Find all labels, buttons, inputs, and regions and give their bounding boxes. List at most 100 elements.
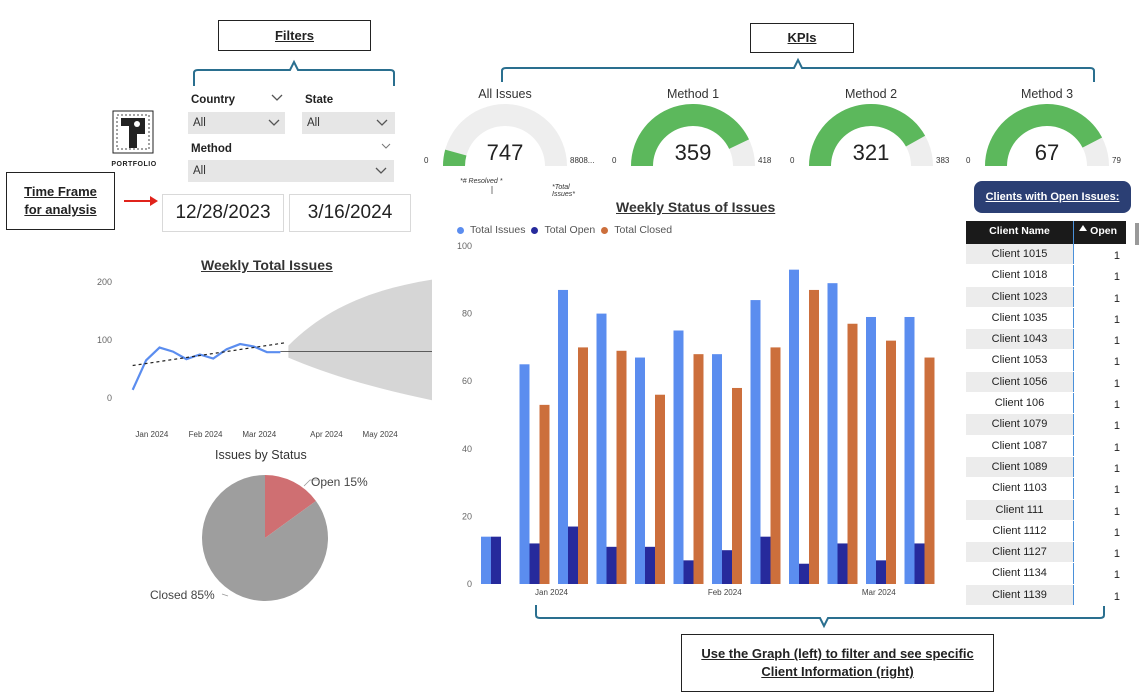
bar-total-issues — [519, 364, 530, 584]
kpi-value: 359 — [674, 140, 712, 165]
client-name-cell: Client 1018 — [966, 265, 1073, 286]
open-count-cell: 1 — [1073, 393, 1123, 414]
client-table: Client Name Open Client 1015 1 Client 1018… — [966, 221, 1126, 611]
portfolio-logo: PORTFOLIO — [108, 110, 160, 168]
x-tick-label: Mar 2024 — [242, 430, 276, 439]
table-row[interactable]: Client 106 1 — [966, 393, 1126, 415]
kpi-title: Method 3 — [1020, 87, 1074, 101]
issues-by-status-pie[interactable]: Open 15% Closed 85% — [140, 466, 400, 606]
y-tick-label: 100 — [97, 335, 112, 345]
table-row[interactable]: Client 1023 1 — [966, 286, 1126, 308]
chevron-down-icon — [268, 119, 280, 126]
client-name-cell: Client 1079 — [966, 414, 1073, 435]
method-filter-label: Method — [191, 143, 232, 155]
kpi-min: 0 — [966, 156, 971, 165]
kpi-min: 0 — [612, 156, 617, 165]
table-row[interactable]: Client 111 1 — [966, 499, 1126, 521]
col-client-name[interactable]: Client Name — [989, 225, 1050, 237]
table-row[interactable]: Client 1056 1 — [966, 371, 1126, 394]
bar-total-issues — [789, 269, 799, 584]
start-date-field[interactable]: 12/28/2023 — [162, 194, 284, 232]
open-count-cell: 1 — [1073, 371, 1123, 393]
bar-total-closed — [578, 347, 588, 584]
kpi-gauge-3[interactable]: Method 2 321 0 383 — [790, 86, 950, 196]
y-tick-label: 60 — [462, 376, 472, 386]
table-row[interactable]: Client 1127 1 — [966, 542, 1126, 564]
col-open-header[interactable]: Open — [1073, 221, 1123, 244]
chevron-down-icon[interactable] — [381, 143, 391, 151]
table-row[interactable]: Client 1139 1 — [966, 584, 1126, 607]
kpi-gauge-arc — [631, 104, 755, 166]
table-row[interactable]: Client 1112 1 — [966, 520, 1126, 543]
trend-line — [132, 342, 285, 367]
table-row[interactable]: Client 1018 1 — [966, 265, 1126, 287]
weekly-total-title: Weekly Total Issues — [201, 257, 333, 273]
open-count-cell: 1 — [1073, 435, 1123, 456]
country-filter-dropdown[interactable]: All — [188, 112, 285, 134]
kpis-callout: KPIs — [750, 23, 854, 53]
client-name-cell: Client 1087 — [966, 435, 1073, 456]
weekly-total-chart[interactable]: 200 100 0 Jan 2024 Feb 2024 Mar 2024 Apr 2024 M… — [80, 272, 432, 447]
x-tick-label: May 2024 — [363, 430, 399, 439]
logo-icon — [112, 110, 154, 154]
closed-leader-line — [221, 593, 229, 597]
bar-total-issues — [750, 300, 761, 584]
kpi-gauge-1[interactable]: All Issues 747 0 8808... *# Resolved * *Total… — [424, 86, 594, 198]
open-count-cell: 1 — [1073, 584, 1123, 606]
bar-total-closed — [809, 289, 819, 584]
arrow-icon — [124, 196, 158, 206]
legend-total-closed[interactable]: Total Closed — [614, 224, 673, 236]
table-row[interactable]: Client 1043 1 — [966, 329, 1126, 351]
use-graph-callout: Use the Graph (left) to filter and see s… — [681, 634, 994, 692]
client-name-cell: Client 1053 — [966, 350, 1073, 371]
table-scrollbar[interactable] — [1135, 223, 1139, 245]
legend-total-closed-icon — [601, 226, 609, 234]
y-tick-label: 0 — [467, 579, 472, 589]
table-row[interactable]: Client 1103 1 — [966, 478, 1126, 500]
forecast-band — [288, 279, 432, 401]
bar-total-issues — [866, 316, 876, 584]
bar-total-closed — [732, 387, 742, 584]
table-row[interactable]: Client 1134 1 — [966, 563, 1126, 585]
x-tick-label: Jan 2024 — [535, 588, 568, 597]
end-date-field[interactable]: 3/16/2024 — [289, 194, 411, 232]
kpi-min: 0 — [424, 156, 429, 165]
bar-total-issues — [827, 283, 838, 584]
kpi-gauge-4[interactable]: Method 3 67 0 79 — [966, 86, 1122, 196]
table-row[interactable]: Client 1079 1 — [966, 414, 1126, 436]
method-filter-dropdown[interactable]: All — [188, 160, 394, 182]
filters-brace — [193, 59, 395, 86]
table-row[interactable]: Client 1035 1 — [966, 307, 1126, 330]
bar-total-open — [760, 536, 771, 584]
x-tick-label: Feb 2024 — [708, 588, 742, 597]
state-filter-dropdown[interactable]: All — [302, 112, 395, 134]
table-row[interactable]: Client 1089 1 — [966, 456, 1126, 479]
table-row[interactable]: Client 1053 1 — [966, 350, 1126, 372]
bar-total-closed — [770, 347, 781, 584]
client-name-cell: Client 1043 — [966, 329, 1073, 350]
table-row[interactable]: Client 1087 1 — [966, 435, 1126, 457]
table-row[interactable]: Client 1015 1 — [966, 244, 1126, 266]
logo-text: PORTFOLIO — [111, 161, 157, 168]
bar-total-closed — [693, 354, 704, 584]
kpi-note-resolved: *# Resolved * — [460, 178, 503, 185]
client-name-cell: Client 1089 — [966, 456, 1073, 478]
bar-total-issues — [712, 354, 722, 584]
y-tick-label: 20 — [462, 511, 472, 521]
use-graph-callout-label: Use the Graph (left) to filter and see s… — [701, 646, 974, 679]
country-filter-label: Country — [191, 94, 236, 106]
open-count-cell: 1 — [1073, 563, 1123, 584]
kpi-gauge-2[interactable]: Method 1 359 0 418 — [612, 86, 771, 196]
chevron-down-icon[interactable] — [270, 94, 284, 102]
bar-total-closed — [847, 323, 858, 584]
weekly-status-chart[interactable]: 100 80 60 40 20 0 Jan 2024 Feb 2024 Mar 2024 — [450, 236, 950, 602]
kpi-max: 383 — [936, 156, 950, 165]
client-table-header: Client Name Open — [966, 221, 1126, 244]
legend-total-open[interactable]: Total Open — [544, 224, 596, 236]
clients-open-issues-button[interactable]: Clients with Open Issues: — [974, 181, 1131, 213]
kpi-value: 747 — [486, 140, 524, 165]
x-tick-label: Apr 2024 — [310, 430, 343, 439]
legend-total-issues[interactable]: Total Issues — [470, 224, 526, 236]
kpi-value: 321 — [852, 140, 890, 165]
pie-slice-open — [265, 475, 316, 538]
